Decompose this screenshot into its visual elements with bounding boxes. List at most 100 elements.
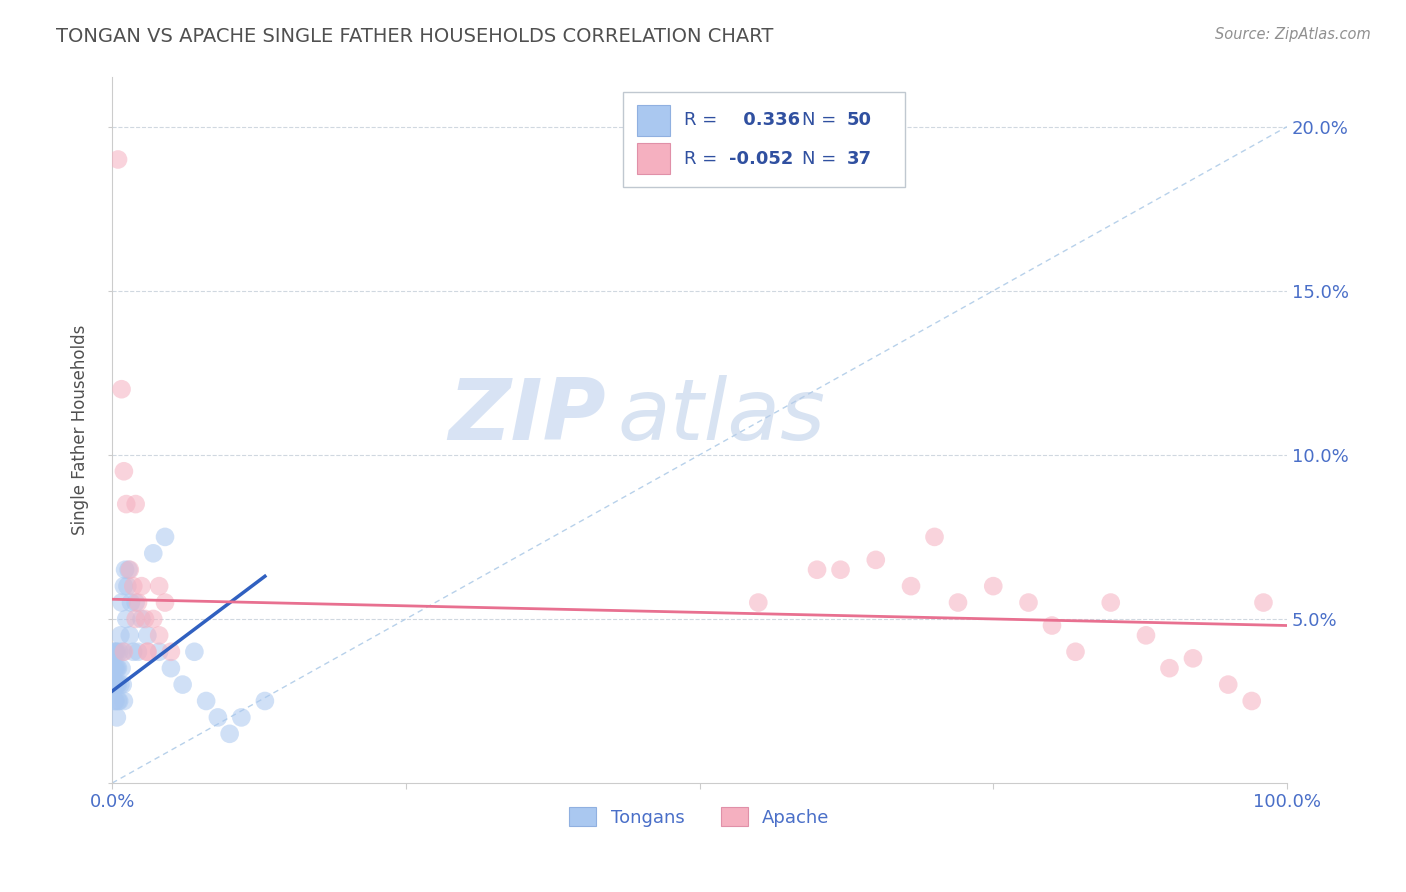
Point xyxy=(747,595,769,609)
Point xyxy=(1218,677,1240,691)
Text: R =: R = xyxy=(685,150,717,168)
Point xyxy=(110,595,132,609)
Text: N =: N = xyxy=(801,150,837,168)
Point xyxy=(103,661,125,675)
Point xyxy=(108,645,131,659)
Point xyxy=(253,694,276,708)
FancyBboxPatch shape xyxy=(637,143,671,174)
Point xyxy=(104,694,127,708)
Y-axis label: Single Father Households: Single Father Households xyxy=(72,325,89,535)
Text: R =: R = xyxy=(685,112,717,129)
Point xyxy=(172,677,194,691)
Point xyxy=(946,595,969,609)
Point xyxy=(107,153,129,167)
Point xyxy=(107,694,129,708)
Point xyxy=(865,553,887,567)
Point xyxy=(153,530,176,544)
Point xyxy=(122,645,145,659)
Legend: Tongans, Apache: Tongans, Apache xyxy=(562,800,837,834)
Point xyxy=(142,612,165,626)
Point xyxy=(1064,645,1087,659)
Point xyxy=(195,694,218,708)
Point xyxy=(103,645,125,659)
Point xyxy=(112,464,135,478)
FancyBboxPatch shape xyxy=(623,92,905,186)
Text: 37: 37 xyxy=(846,150,872,168)
Point xyxy=(107,677,129,691)
Point xyxy=(112,645,135,659)
Point xyxy=(117,579,139,593)
Point xyxy=(110,628,132,642)
Text: 50: 50 xyxy=(846,112,872,129)
Point xyxy=(105,677,128,691)
FancyBboxPatch shape xyxy=(637,105,671,136)
Point xyxy=(104,645,127,659)
Point xyxy=(127,645,149,659)
Point xyxy=(218,727,240,741)
Point xyxy=(148,579,170,593)
Point xyxy=(1159,661,1181,675)
Point xyxy=(142,546,165,560)
Point xyxy=(160,645,183,659)
Point xyxy=(122,579,145,593)
Point xyxy=(108,694,131,708)
Point xyxy=(115,612,138,626)
Point xyxy=(153,595,176,609)
Point xyxy=(231,710,253,724)
Point xyxy=(134,612,156,626)
Point xyxy=(110,677,132,691)
Point xyxy=(107,661,129,675)
Point xyxy=(830,563,852,577)
Text: Source: ZipAtlas.com: Source: ZipAtlas.com xyxy=(1215,27,1371,42)
Point xyxy=(103,694,125,708)
Text: ZIP: ZIP xyxy=(449,375,606,458)
Point xyxy=(136,628,159,642)
Point xyxy=(124,497,146,511)
Point xyxy=(1240,694,1263,708)
Point xyxy=(114,563,136,577)
Point xyxy=(1040,618,1063,632)
Point xyxy=(103,645,125,659)
Point xyxy=(103,661,125,675)
Point xyxy=(1099,595,1122,609)
Point xyxy=(118,628,141,642)
Text: 0.336: 0.336 xyxy=(737,112,800,129)
Point xyxy=(1135,628,1157,642)
Point xyxy=(112,579,135,593)
Point xyxy=(118,563,141,577)
Point xyxy=(124,612,146,626)
Point xyxy=(183,645,205,659)
Point xyxy=(103,677,125,691)
Point xyxy=(105,661,128,675)
Point xyxy=(1181,651,1204,665)
Point xyxy=(981,579,1004,593)
Point xyxy=(136,645,159,659)
Point xyxy=(207,710,229,724)
Point xyxy=(127,595,149,609)
Text: atlas: atlas xyxy=(617,375,825,458)
Point xyxy=(110,661,132,675)
Point xyxy=(131,612,153,626)
Point xyxy=(148,628,170,642)
Point xyxy=(136,645,159,659)
Point xyxy=(110,382,132,396)
Point xyxy=(924,530,946,544)
Point xyxy=(1018,595,1040,609)
Point xyxy=(104,677,127,691)
Point xyxy=(120,595,142,609)
Point xyxy=(148,645,170,659)
Text: N =: N = xyxy=(801,112,837,129)
Point xyxy=(900,579,922,593)
Point xyxy=(105,645,128,659)
Point xyxy=(806,563,828,577)
Point xyxy=(104,661,127,675)
Point xyxy=(117,563,139,577)
Point xyxy=(1253,595,1275,609)
Point xyxy=(112,694,135,708)
Point xyxy=(131,579,153,593)
Point xyxy=(111,677,134,691)
Text: TONGAN VS APACHE SINGLE FATHER HOUSEHOLDS CORRELATION CHART: TONGAN VS APACHE SINGLE FATHER HOUSEHOLD… xyxy=(56,27,773,45)
Text: -0.052: -0.052 xyxy=(728,150,793,168)
Point xyxy=(115,497,138,511)
Point xyxy=(103,677,125,691)
